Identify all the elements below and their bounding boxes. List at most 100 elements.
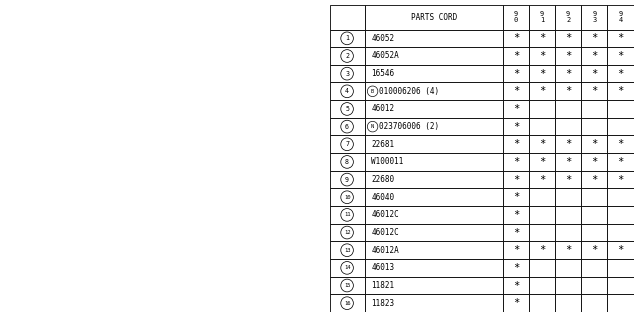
Bar [503,241,529,259]
Bar [555,188,581,206]
Bar [529,5,555,29]
Bar [330,100,365,118]
Bar [330,153,365,171]
Bar [555,259,581,277]
Bar [581,100,607,118]
Text: 2: 2 [345,53,349,59]
Bar [581,277,607,294]
Text: *: * [513,298,519,308]
Bar [365,171,503,188]
Text: 5: 5 [345,106,349,112]
Text: 010006206 (4): 010006206 (4) [380,87,440,96]
Text: *: * [591,157,598,167]
Bar [555,29,581,47]
Circle shape [340,138,353,151]
Bar [330,118,365,135]
Text: 46012: 46012 [371,104,395,114]
Circle shape [340,261,353,274]
Text: *: * [513,69,519,79]
Bar [555,206,581,224]
Bar [503,135,529,153]
Bar [581,5,607,29]
Bar [330,135,365,153]
Bar [555,277,581,294]
Bar [330,259,365,277]
Text: *: * [513,122,519,132]
Bar [365,47,503,65]
Text: *: * [539,245,545,255]
Bar [607,294,634,312]
Bar [555,294,581,312]
Bar [555,65,581,83]
Text: 14: 14 [344,265,350,270]
Bar [330,47,365,65]
Bar [503,224,529,241]
Bar [581,171,607,188]
Bar [529,224,555,241]
Text: *: * [591,139,598,149]
Text: *: * [513,139,519,149]
Bar [607,29,634,47]
Text: 9
3: 9 3 [592,11,596,23]
Text: *: * [565,245,572,255]
Circle shape [340,103,353,115]
Text: *: * [513,263,519,273]
Text: 46012C: 46012C [371,228,399,237]
Bar [581,153,607,171]
Bar [365,83,503,100]
Bar [330,294,365,312]
Bar [555,153,581,171]
Text: 9
1: 9 1 [540,11,544,23]
Text: *: * [513,245,519,255]
Text: 9
4: 9 4 [618,11,623,23]
Circle shape [340,209,353,221]
Bar [529,100,555,118]
Bar [529,188,555,206]
Text: 7: 7 [345,141,349,147]
Text: 46013: 46013 [371,263,395,272]
Text: *: * [591,86,598,96]
Circle shape [340,297,353,309]
Bar [365,188,503,206]
Bar [503,118,529,135]
Circle shape [340,67,353,80]
Circle shape [340,226,353,239]
Text: 12: 12 [344,230,350,235]
Bar [330,29,365,47]
Bar [529,65,555,83]
Bar [529,47,555,65]
Bar [365,135,503,153]
Text: *: * [618,175,623,185]
Text: 22681: 22681 [371,140,395,149]
Text: *: * [539,139,545,149]
Bar [330,5,365,29]
Bar [365,65,503,83]
Text: W100011: W100011 [371,157,404,166]
Circle shape [340,85,353,98]
Bar [607,188,634,206]
Bar [503,153,529,171]
Bar [581,65,607,83]
Bar [529,171,555,188]
Text: *: * [513,175,519,185]
Text: *: * [513,281,519,291]
Text: *: * [513,86,519,96]
Bar [607,259,634,277]
Text: *: * [618,51,623,61]
Bar [503,294,529,312]
Bar [607,277,634,294]
Bar [330,188,365,206]
Bar [607,83,634,100]
Bar [581,29,607,47]
Bar [555,241,581,259]
Bar [581,294,607,312]
Bar [555,47,581,65]
Text: *: * [539,157,545,167]
Text: *: * [591,69,598,79]
Circle shape [340,32,353,45]
Bar [581,224,607,241]
Text: *: * [539,33,545,43]
Bar [581,83,607,100]
Text: *: * [618,139,623,149]
Text: 6: 6 [345,124,349,130]
